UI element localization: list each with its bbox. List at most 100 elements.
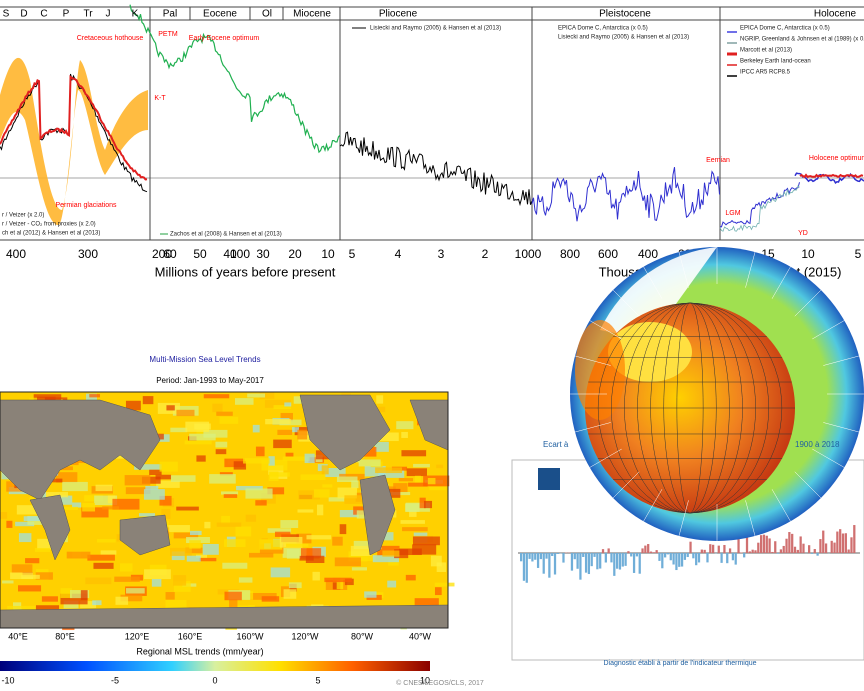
map-cell	[25, 558, 40, 564]
map-cell	[300, 474, 326, 481]
colorbar	[0, 661, 430, 671]
map-cell	[358, 459, 381, 467]
map-cell	[339, 524, 347, 535]
map-cell	[270, 567, 291, 578]
bar	[644, 545, 647, 553]
period-label: Pal	[163, 9, 177, 20]
map-cell	[62, 481, 88, 492]
map-cell	[60, 588, 72, 598]
map-cell	[259, 539, 283, 550]
map-cell	[196, 455, 206, 462]
map-cell	[155, 474, 172, 480]
map-cell	[176, 506, 199, 511]
map-cell	[18, 585, 42, 592]
logo	[538, 468, 560, 490]
tick-label: 100	[230, 247, 250, 261]
map-cell	[247, 393, 266, 398]
bar	[525, 553, 528, 583]
map-cell	[414, 475, 421, 483]
map-cell	[245, 514, 257, 522]
bar	[734, 553, 737, 565]
map-cell	[56, 472, 78, 483]
map-cell	[283, 589, 297, 599]
map-cell	[58, 495, 73, 505]
map-cell	[350, 545, 372, 556]
bar	[610, 553, 613, 563]
period-label: Tr	[83, 9, 93, 20]
bar	[844, 533, 847, 553]
map-cell	[23, 516, 47, 522]
map-cell	[429, 486, 447, 491]
legend-text: Lisiecki and Raymo (2005) & Hansen et al…	[558, 35, 689, 41]
map-cell	[86, 393, 97, 402]
bar	[666, 553, 670, 555]
map-cell	[402, 527, 428, 532]
map-cell	[159, 495, 172, 506]
bar	[841, 533, 845, 553]
lon-label: 80°E	[55, 631, 75, 641]
bar	[683, 553, 687, 560]
bar	[782, 545, 785, 553]
tick-label: 400	[638, 247, 658, 261]
tick-label: 40	[223, 247, 237, 261]
bar	[647, 544, 650, 553]
bar	[689, 541, 692, 553]
map-cell	[186, 555, 201, 562]
map-cell	[37, 538, 55, 550]
tick-label: 800	[560, 247, 580, 261]
bar	[745, 535, 749, 553]
colorbar-tick: 5	[315, 675, 320, 685]
legend-text: Marcott et al (2013)	[740, 48, 792, 54]
bar	[613, 553, 616, 576]
bar	[697, 553, 701, 563]
map-cell	[176, 409, 195, 417]
map-cell	[406, 468, 427, 477]
colorbar-tick: 10	[420, 675, 430, 685]
map-cell	[332, 536, 343, 546]
bar	[686, 553, 689, 558]
map-cell	[267, 528, 292, 533]
map-cell	[378, 470, 405, 478]
legend-text: EPICA Dome C, Antarctica (x 0.5)	[558, 26, 648, 32]
map-cell	[194, 423, 211, 430]
map-cell	[199, 557, 217, 562]
map-cell	[412, 536, 440, 546]
annotation: LGM	[725, 210, 740, 217]
map-cell	[414, 598, 439, 607]
bar	[774, 541, 777, 553]
bar	[635, 553, 639, 557]
map-cell	[387, 580, 397, 588]
shell-grid	[771, 266, 791, 299]
period-label: Eocene	[203, 9, 237, 20]
climate-curve	[719, 185, 800, 232]
map-cell	[356, 510, 369, 519]
bar	[584, 553, 588, 573]
map-cell	[427, 477, 436, 485]
annotation: Eemian	[706, 157, 730, 164]
tick-label: 2	[482, 247, 489, 261]
bar	[632, 553, 636, 573]
map-cell	[408, 482, 428, 487]
land	[29, 494, 71, 561]
map-cell	[285, 452, 294, 457]
map-cell	[286, 549, 300, 559]
map-cell	[173, 581, 191, 592]
lon-label: 160°W	[236, 631, 264, 641]
legend-text: Berkeley Earth land-ocean	[740, 59, 811, 65]
bar	[545, 553, 548, 559]
map-cell	[70, 590, 90, 599]
period-label: J	[106, 9, 111, 20]
bar	[720, 553, 723, 563]
map-cell	[96, 539, 116, 543]
bar	[743, 553, 746, 558]
map-cell	[125, 400, 141, 411]
colorbar-tick: -10	[1, 675, 14, 685]
map-cell	[166, 405, 175, 411]
map-cell	[60, 593, 88, 605]
map-cell	[72, 502, 82, 508]
map-cell	[184, 440, 212, 445]
map-cell	[149, 469, 162, 476]
bar	[553, 553, 557, 575]
bar	[836, 531, 839, 553]
